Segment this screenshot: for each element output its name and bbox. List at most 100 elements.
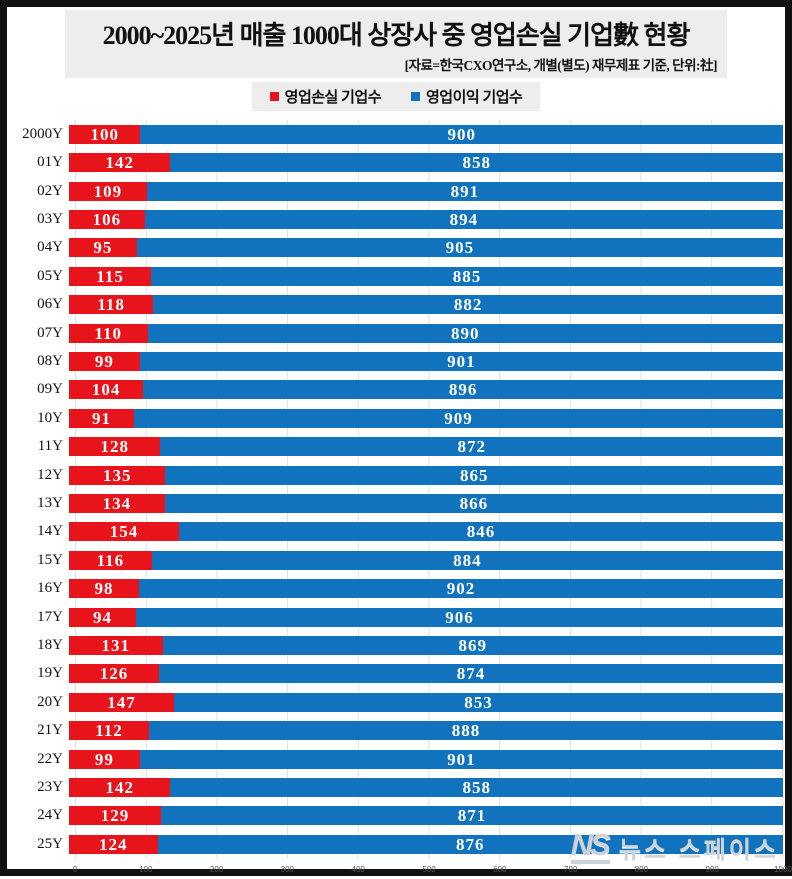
year-label: 16Y: [37, 580, 63, 597]
loss-bar-segment: 147: [69, 692, 174, 712]
profit-bar-segment: 901: [139, 749, 783, 769]
bar-track: 115 885: [69, 266, 783, 286]
bar-row: 11Y 128 872: [7, 432, 785, 460]
year-label: 01Y: [37, 154, 63, 171]
profit-value-label: 846: [466, 522, 496, 542]
bar-track: 154 846: [69, 522, 783, 542]
profit-bar-segment: 901: [139, 351, 783, 371]
profit-value-label: 896: [448, 380, 478, 400]
bar-row: 15Y 116 884: [7, 546, 785, 574]
loss-bar-segment: 100: [69, 124, 141, 144]
profit-bar-segment: 872: [160, 437, 783, 457]
bar-row: 23Y 142 858: [7, 773, 785, 801]
profit-value-label: 890: [451, 323, 480, 343]
bar-track: 134 866: [69, 493, 783, 513]
x-axis-tick: 700: [563, 864, 578, 874]
profit-value-label: 900: [447, 124, 476, 144]
x-axis-tick: 0: [72, 864, 78, 874]
profit-bar-segment: 866: [164, 493, 783, 513]
bar-row: 25Y 124 876: [7, 830, 785, 858]
bar-track: 129 871: [69, 806, 783, 826]
year-label: 21Y: [37, 722, 63, 739]
year-label: 22Y: [37, 750, 63, 767]
profit-value-label: 901: [447, 351, 476, 371]
loss-bar-segment: 128: [69, 437, 161, 457]
bar-track: 104 896: [69, 380, 783, 400]
profit-bar-segment: 865: [165, 465, 783, 485]
profit-value-label: 909: [444, 408, 473, 428]
bar-track: 112 888: [69, 721, 783, 741]
profit-bar-segment: 846: [178, 522, 783, 542]
chart-title: 2000~2025년 매출 1000대 상장사 중 영업손실 기업數 현황: [102, 21, 691, 50]
loss-bar-segment: 91: [69, 408, 134, 428]
year-label: 11Y: [37, 438, 63, 455]
bar-row: 03Y 106 894: [7, 205, 785, 233]
profit-bar-segment: 858: [170, 778, 783, 798]
loss-value-label: 99: [94, 351, 114, 371]
bar-track: 91 909: [69, 408, 783, 428]
loss-bar-segment: 134: [69, 493, 165, 513]
bar-track: 100 900: [69, 124, 783, 144]
year-label: 05Y: [37, 267, 63, 284]
x-axis-tick: 1000: [774, 864, 792, 874]
profit-value-label: 884: [453, 550, 482, 570]
profit-value-label: 865: [459, 465, 489, 485]
loss-value-label: 94: [93, 607, 113, 627]
bar-track: 116 884: [69, 550, 783, 570]
bar-row: 12Y 135 865: [7, 461, 785, 489]
bar-row: 22Y 99 901: [7, 745, 785, 773]
title-box: 2000~2025년 매출 1000대 상장사 중 영업손실 기업數 현황 [자…: [65, 10, 727, 78]
bar-row: 24Y 129 871: [7, 802, 785, 830]
year-label: 18Y: [37, 637, 63, 654]
legend-label-profit: 영업이익 기업수: [426, 90, 523, 106]
loss-value-label: 100: [90, 124, 119, 144]
bar-row: 19Y 126 874: [7, 660, 785, 688]
loss-bar-segment: 126: [69, 664, 159, 684]
bar-row: 13Y 134 866: [7, 489, 785, 517]
year-label: 19Y: [37, 665, 63, 682]
loss-bar-segment: 135: [69, 465, 166, 485]
loss-value-label: 126: [99, 664, 129, 684]
year-label: 13Y: [37, 494, 63, 511]
loss-value-label: 128: [100, 437, 129, 457]
profit-bar-segment: 891: [146, 181, 783, 201]
profit-value-label: 876: [456, 834, 485, 854]
x-axis-tick: 500: [422, 864, 436, 874]
loss-bar-segment: 129: [69, 806, 162, 826]
profit-bar-segment: 900: [140, 124, 783, 144]
x-axis-tick: 400: [351, 864, 365, 874]
loss-value-label: 154: [109, 522, 139, 542]
profit-value-label: 902: [446, 579, 476, 599]
bar-row: 17Y 94 906: [7, 603, 785, 631]
bar-row: 02Y 109 891: [7, 177, 785, 205]
bar-row: 14Y 154 846: [7, 518, 785, 546]
profit-value-label: 871: [457, 806, 487, 826]
loss-bar-segment: 154: [69, 522, 179, 542]
year-label: 24Y: [37, 807, 63, 824]
year-label: 17Y: [37, 608, 63, 625]
loss-value-label: 135: [102, 465, 132, 485]
year-label: 06Y: [37, 296, 63, 313]
bar-track: 118 882: [69, 295, 783, 315]
profit-value-label: 906: [445, 607, 474, 627]
profit-value-label: 882: [453, 295, 483, 315]
bar-row: 05Y 115 885: [7, 262, 785, 290]
bar-track: 147 853: [69, 692, 783, 712]
loss-value-label: 112: [95, 721, 123, 741]
profit-value-label: 869: [458, 636, 488, 656]
bar-row: 21Y 112 888: [7, 717, 785, 745]
x-axis-tick: 800: [634, 864, 649, 874]
profit-value-label: 885: [452, 266, 482, 286]
x-axis-tick: 900: [705, 864, 719, 874]
loss-value-label: 110: [94, 323, 123, 343]
year-label: 25Y: [37, 835, 63, 852]
year-label: 14Y: [37, 523, 63, 540]
stacked-bar-chart: 2000Y 100 900 01Y 142 858 02Y 109: [7, 120, 792, 879]
profit-bar-segment: 882: [153, 295, 783, 315]
x-axis-tick: 200: [209, 864, 224, 874]
profit-bar-segment: 876: [157, 834, 783, 854]
profit-bar-segment: 902: [138, 579, 783, 599]
profit-bar-segment: 884: [151, 550, 783, 570]
x-axis-tick: 100: [139, 864, 153, 874]
legend-item-profit: 영업이익 기업수: [411, 86, 523, 107]
